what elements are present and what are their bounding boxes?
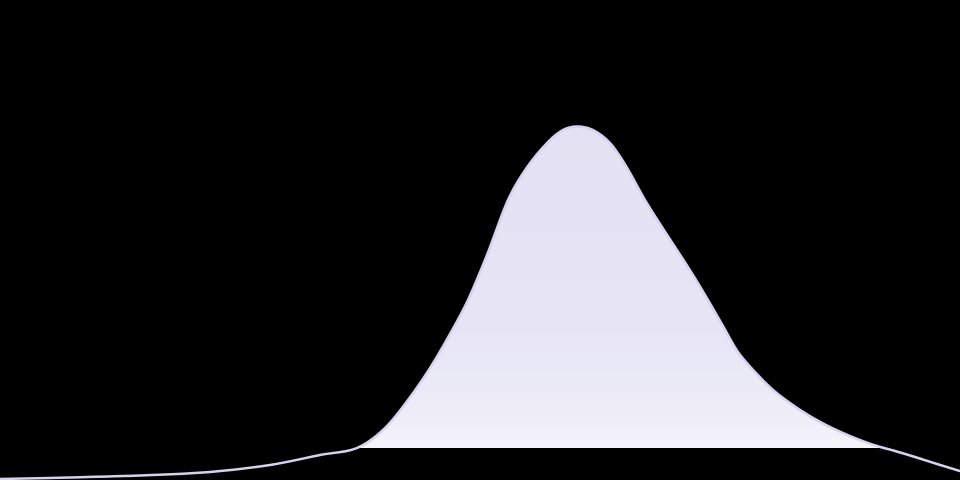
density-area-fill xyxy=(357,126,884,448)
density-curve-line xyxy=(0,125,960,480)
